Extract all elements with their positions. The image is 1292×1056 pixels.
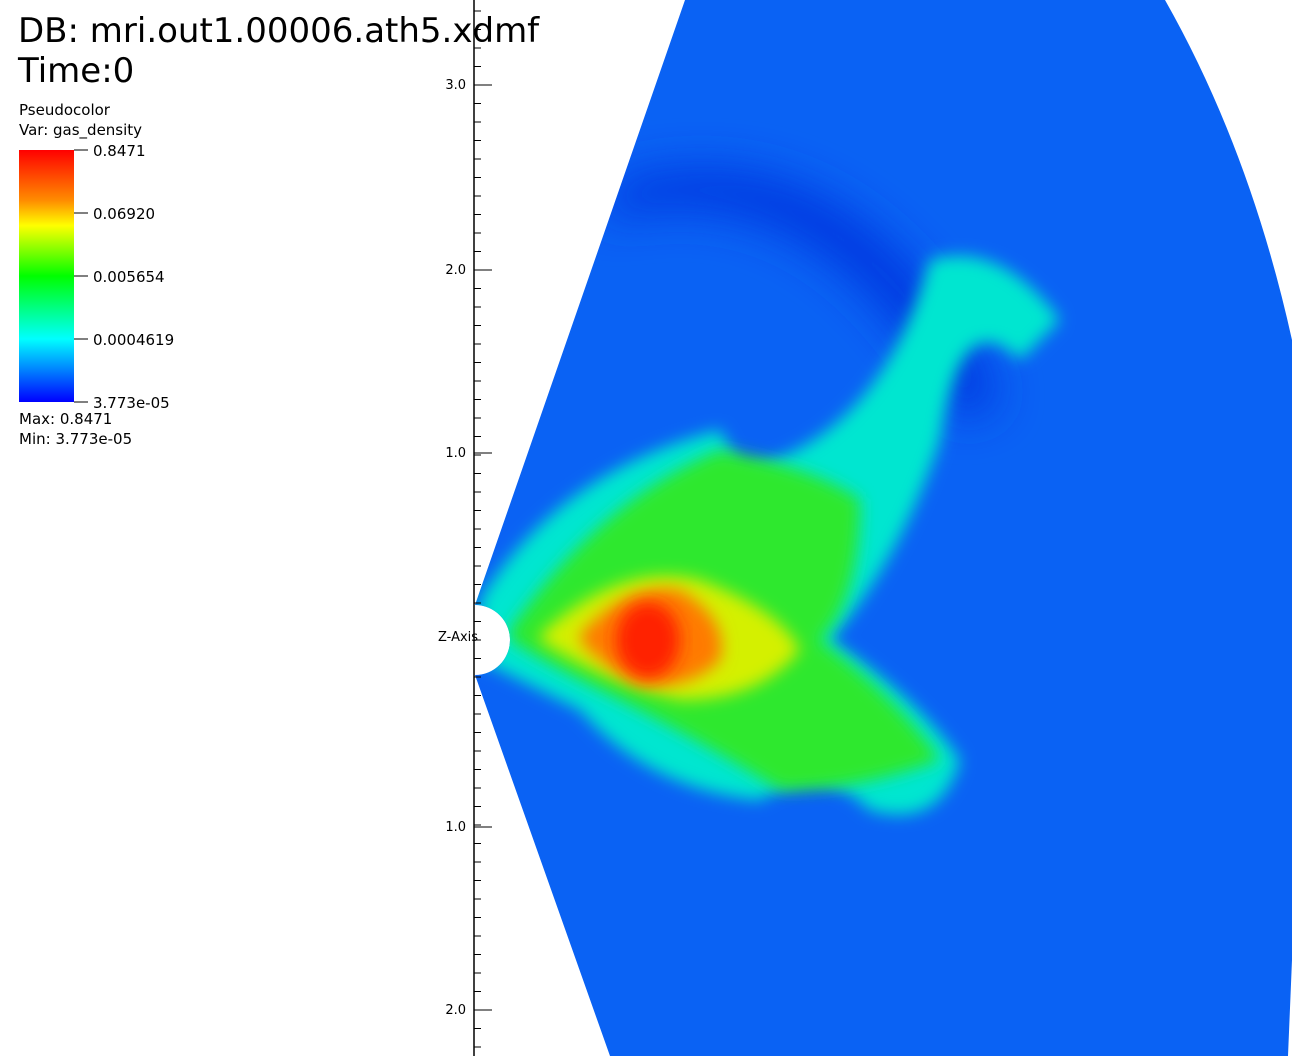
color-bar-label: 3.773e-05 xyxy=(93,394,170,412)
min-value: Min: 3.773e-05 xyxy=(19,430,132,448)
axis-title: Z-Axis xyxy=(438,630,478,645)
axis-label: 1.0 xyxy=(445,446,466,461)
disk-core xyxy=(616,602,680,678)
color-bar-label: 0.0004619 xyxy=(93,331,174,349)
color-bar-label: 0.8471 xyxy=(93,142,146,160)
axis-label: 1.0 xyxy=(445,820,466,835)
axis-label: 2.0 xyxy=(445,263,466,278)
color-bar-label: 0.06920 xyxy=(93,205,155,223)
color-bar-ticks: 0.8471 0.06920 0.005654 0.0004619 3.773e-05 xyxy=(74,142,174,412)
database-name: DB: mri.out1.00006.ath5.xdmf xyxy=(18,11,540,51)
z-axis: 3.0 2.0 1.0 1.0 2.0 xyxy=(445,10,492,1048)
time-label: Time:0 xyxy=(17,51,134,91)
variable-name: Var: gas_density xyxy=(19,121,142,140)
color-bar-label: 0.005654 xyxy=(93,268,165,286)
max-value: Max: 0.8471 xyxy=(19,410,112,428)
plot-type: Pseudocolor xyxy=(19,101,111,119)
density-field xyxy=(475,0,1292,1056)
color-bar xyxy=(19,150,74,402)
axis-label: 2.0 xyxy=(445,1003,466,1018)
axis-label: 3.0 xyxy=(445,78,466,93)
